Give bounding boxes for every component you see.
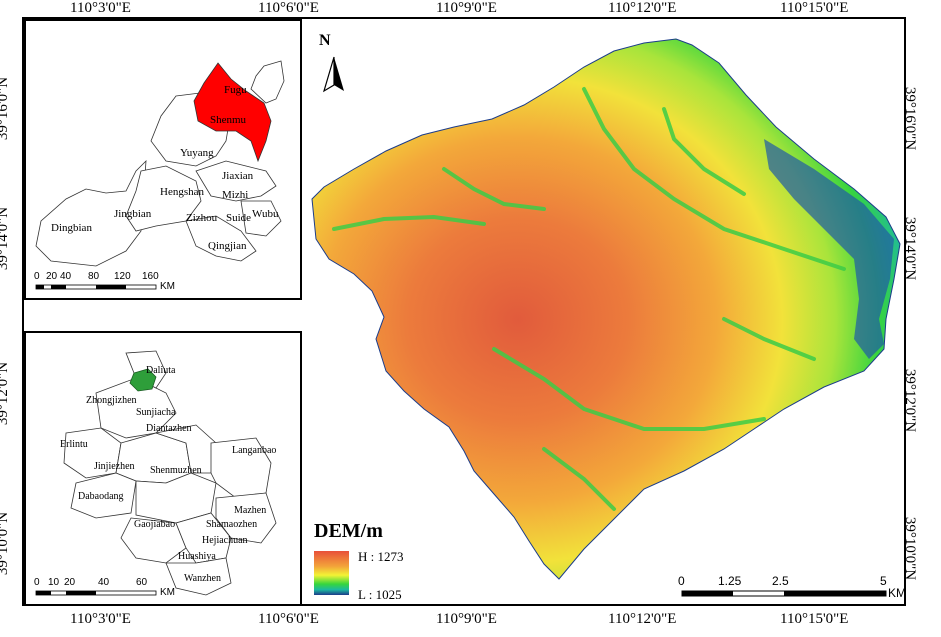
main-scale-tick: 1.25	[718, 574, 742, 588]
county-scale-tick: 80	[88, 271, 100, 282]
town-label: Jinjiezhen	[94, 461, 135, 472]
town-scale-tick: 10	[48, 577, 60, 588]
town-label: Sunjiacha	[136, 407, 176, 418]
county-scale-tick: 20	[46, 271, 58, 282]
county-label: Jiaxian	[222, 170, 254, 182]
legend-high: H : 1273	[358, 549, 404, 564]
map-frame: N DEM/m H : 1273 L : 1025 0 1.25 2.5 5	[22, 17, 906, 606]
town-label: Diantazhen	[146, 423, 192, 434]
town-label: Shamaozhen	[206, 519, 257, 530]
town-label: Wanzhen	[184, 573, 221, 584]
top-lon-label: 110°6'0"E	[258, 0, 319, 16]
bottom-lon-label: 110°6'0"E	[258, 611, 319, 627]
bottom-lon-label: 110°3'0"E	[70, 611, 131, 627]
main-scale-bar: 0 1.25 2.5 5 KM	[678, 574, 904, 600]
left-lat-label: 39°12'0"N	[0, 361, 12, 426]
county-label: Yuyang	[180, 147, 214, 159]
dem-map: N DEM/m H : 1273 L : 1025 0 1.25 2.5 5	[311, 32, 904, 602]
county-scale-tick: 120	[114, 271, 131, 282]
top-lon-label: 110°3'0"E	[70, 0, 131, 16]
shenmu-county	[193, 62, 272, 163]
main-scale-tick: 2.5	[772, 574, 789, 588]
town-label: Shenmuzhen	[150, 465, 202, 476]
town-map-svg: Daliuta Zhongjizhen Sunjiacha Diantazhen…	[34, 350, 277, 598]
town-scale-tick: 20	[64, 577, 76, 588]
inset-county-map: Fugu Shenmu Yuyang Jiaxian Hengshan Mizh…	[24, 19, 302, 300]
top-lon-label: 110°15'0"E	[780, 0, 849, 16]
inset-town-map: Daliuta Zhongjizhen Sunjiacha Diantazhen…	[24, 331, 302, 606]
county-label: Fugu	[224, 84, 247, 96]
town-label: Huashiya	[178, 551, 216, 562]
town-label: Hejiachuan	[202, 535, 248, 546]
town-label: Gaojiabao	[134, 519, 175, 530]
legend-low: L : 1025	[358, 587, 402, 602]
town-label: Langanbao	[232, 445, 276, 456]
main-scale-tick: 5	[880, 574, 887, 588]
daliuta-town	[129, 368, 157, 392]
county-label: Shenmu	[210, 114, 247, 126]
bottom-lon-label: 110°15'0"E	[780, 611, 849, 627]
town-label: Zhongjizhen	[86, 395, 137, 406]
bottom-lon-label: 110°9'0"E	[436, 611, 497, 627]
county-map-svg: Fugu Shenmu Yuyang Jiaxian Hengshan Mizh…	[34, 60, 285, 292]
valley-network	[332, 87, 846, 511]
county-label: Zizhou	[186, 212, 218, 224]
main-scale-tick: 0	[678, 574, 685, 588]
town-label: Mazhen	[234, 505, 266, 516]
county-label: Dingbian	[51, 222, 92, 234]
legend-title: DEM/m	[314, 520, 383, 542]
county-scale-unit: KM	[160, 281, 175, 292]
town-scale-tick: 60	[136, 577, 148, 588]
county-label: Suide	[226, 212, 251, 224]
county-scale-tick: 160	[142, 271, 159, 282]
town-scale-tick: 40	[98, 577, 110, 588]
dem-study-area	[311, 38, 901, 580]
left-lat-label: 39°16'0"N	[0, 76, 12, 141]
county-label: Qingjian	[208, 240, 247, 252]
top-lon-label: 110°12'0"E	[608, 0, 677, 16]
county-label: Jingbian	[114, 208, 152, 220]
bottom-lon-label: 110°12'0"E	[608, 611, 677, 627]
town-label: Daliuta	[146, 365, 176, 376]
main-scale-unit: KM	[888, 586, 904, 600]
north-arrow-icon	[322, 56, 344, 93]
county-scale-tick: 0	[34, 271, 40, 282]
county-label: Wubu	[252, 208, 279, 220]
left-lat-label: 39°10'0"N	[0, 511, 12, 576]
north-label: N	[319, 32, 331, 49]
left-lat-label: 39°14'0"N	[0, 206, 12, 271]
town-label: Dabaodang	[78, 491, 124, 502]
town-scale-tick: 0	[34, 577, 40, 588]
top-lon-label: 110°9'0"E	[436, 0, 497, 16]
county-label: Hengshan	[160, 186, 204, 198]
county-scale-tick: 40	[60, 271, 72, 282]
county-label: Mizhi	[222, 189, 248, 201]
town-label: Erlintu	[60, 439, 88, 450]
town-scale-unit: KM	[160, 587, 175, 598]
legend-colorbar	[314, 551, 349, 595]
